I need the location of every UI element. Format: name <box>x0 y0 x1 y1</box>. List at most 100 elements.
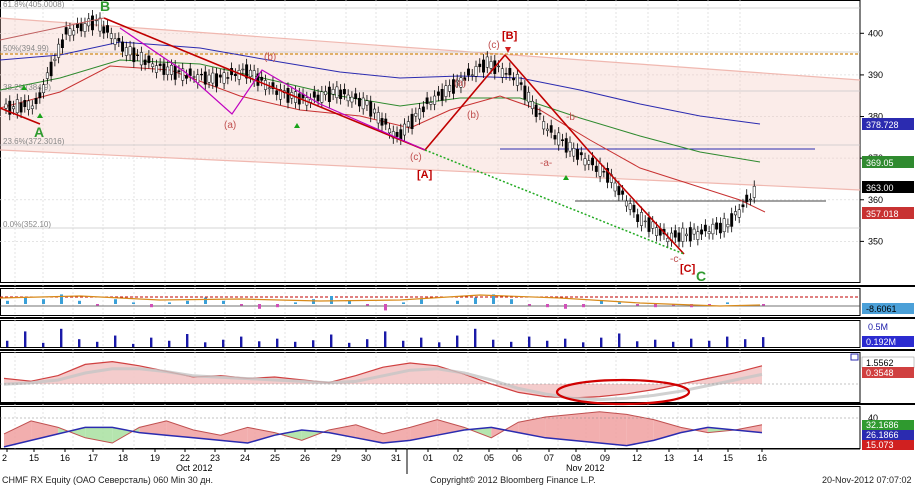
candle-body <box>361 97 365 110</box>
candle-body <box>395 131 399 137</box>
candle-body <box>23 100 27 108</box>
volume-bar <box>636 341 639 347</box>
candle-body <box>726 224 730 228</box>
candle-body <box>636 214 640 222</box>
candle-body <box>478 63 482 68</box>
candle-body <box>643 220 647 223</box>
candle-body <box>327 86 331 102</box>
volume-bar <box>456 335 459 347</box>
candle-body <box>45 72 49 79</box>
candle-body <box>647 217 651 232</box>
dmi-fill <box>139 420 167 436</box>
candle-body <box>576 149 579 160</box>
dmi-fill <box>383 427 411 443</box>
wave-label: (c) <box>488 40 500 51</box>
candle-body <box>19 102 23 113</box>
volume-bar <box>402 340 405 347</box>
volume-bar <box>42 342 45 347</box>
x-tick-label: 24 <box>240 453 250 463</box>
momentum-bar <box>384 304 387 311</box>
candle-body <box>602 171 606 173</box>
volume-bar <box>762 337 765 347</box>
volume-bar <box>690 338 693 347</box>
candle-body <box>113 38 117 45</box>
momentum-bar <box>222 300 225 304</box>
candle-body <box>203 71 207 85</box>
candle-body <box>433 95 437 105</box>
candle-body <box>102 26 106 34</box>
x-tick-label: 19 <box>150 453 160 463</box>
candle-body <box>380 118 384 126</box>
candle-body <box>617 186 621 196</box>
candle-body <box>121 41 125 52</box>
candle-body <box>519 82 523 85</box>
fib-label: 38.2%(384.9) <box>3 83 51 92</box>
candle-body <box>373 108 376 114</box>
dmi-fill <box>545 414 573 441</box>
candle-body <box>504 73 508 75</box>
candle-body <box>388 128 391 134</box>
candle-body <box>169 64 173 75</box>
price-badge: 357.018 <box>866 209 899 219</box>
candle-body <box>722 218 726 233</box>
oscillator-area <box>4 361 762 398</box>
candle-body <box>15 99 19 114</box>
candle-body <box>215 73 219 87</box>
candle-body <box>489 61 493 69</box>
candle-body <box>166 66 170 75</box>
wave-label: (b) <box>467 110 479 121</box>
x-tick-label: 18 <box>118 453 128 463</box>
x-tick-label: 13 <box>664 453 674 463</box>
volume-bar <box>708 340 711 347</box>
trend-A-B <box>103 17 426 151</box>
momentum-bar <box>600 300 603 304</box>
x-tick-label: 2 <box>2 453 7 463</box>
candle-body <box>8 100 12 115</box>
candles-group <box>4 9 756 248</box>
candle-body <box>741 204 745 208</box>
dmi-fill <box>437 419 465 436</box>
candle-body <box>606 168 610 183</box>
candle-body <box>260 76 264 81</box>
candle-body <box>233 73 237 77</box>
oscillator-badge: 0.3548 <box>866 368 894 378</box>
momentum-bar <box>240 304 243 306</box>
candle-body <box>572 148 576 157</box>
price-badge: 369.05 <box>866 158 894 168</box>
candle-body <box>429 102 433 105</box>
x-tick-label: 15 <box>723 453 733 463</box>
volume-bar <box>204 342 207 347</box>
candle-body <box>331 88 335 95</box>
volume-bar <box>60 328 63 347</box>
volume-bar <box>582 342 585 347</box>
fib-label: 0.0%(352.10) <box>3 220 51 229</box>
candle-body <box>143 59 147 65</box>
x-tick-label: 17 <box>88 453 98 463</box>
wave-label: (a) <box>224 120 236 131</box>
ma-green <box>0 59 761 163</box>
candle-body <box>237 70 241 80</box>
x-tick-label: 30 <box>361 453 371 463</box>
volume-badge-bg <box>862 336 914 347</box>
x-tick-label: 26 <box>300 453 310 463</box>
candle-body <box>568 141 572 152</box>
candle-body <box>188 68 192 76</box>
candle-body <box>335 86 339 99</box>
candle-body <box>49 61 53 77</box>
candle-body <box>451 79 455 94</box>
candle-body <box>339 89 343 99</box>
momentum-bar <box>762 304 765 306</box>
volume-bar <box>438 342 441 347</box>
candle-body <box>211 72 215 84</box>
volume-bar <box>168 340 171 347</box>
candle-body <box>192 76 196 78</box>
candle-body <box>557 132 561 146</box>
pane-toggle <box>850 353 859 361</box>
volume-bar <box>132 343 135 347</box>
volume-bar <box>276 338 279 347</box>
momentum-bar <box>510 299 513 304</box>
dmi-fill <box>247 427 275 443</box>
momentum-bar <box>420 299 423 304</box>
pane-frame-1 <box>0 288 861 316</box>
